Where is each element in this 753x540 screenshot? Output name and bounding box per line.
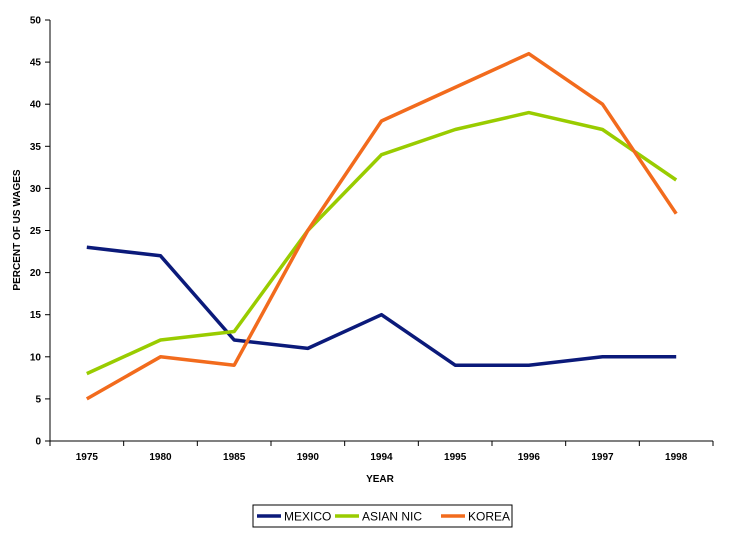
tick-labels: 0 5 10 15 20 25 30 35 40 45 50 1975 1980 1985 1990 1994… <box>30 16 688 464</box>
y-tick-label: 20 <box>30 268 42 279</box>
y-tick-label: 25 <box>30 226 42 237</box>
x-tick-label: 1995 <box>444 452 467 463</box>
y-tick-label: 50 <box>30 16 42 27</box>
x-tick-label: 1994 <box>370 452 393 463</box>
series-line-asian-nic <box>86 110 678 376</box>
x-tick-label: 1997 <box>591 452 614 463</box>
series-lines <box>85 51 678 401</box>
x-tick-label: 1998 <box>665 452 688 463</box>
x-tick-label: 1980 <box>149 452 172 463</box>
x-tick-label: 1975 <box>76 452 99 463</box>
y-tick-label: 35 <box>30 142 42 153</box>
series-line-korea <box>85 51 678 401</box>
legend-label-korea: KOREA <box>468 510 510 524</box>
legend-label-mexico: MEXICO <box>284 510 331 524</box>
axes <box>45 19 714 446</box>
y-tick-label: 0 <box>35 437 41 448</box>
legend-box <box>252 504 513 528</box>
y-tick-label: 45 <box>30 58 42 69</box>
legend-label-asian-nic: ASIAN NIC <box>362 510 422 524</box>
y-axis-label: PERCENT OF US WAGES <box>12 169 23 290</box>
y-tick-label: 10 <box>30 352 42 363</box>
x-tick-label: 1990 <box>297 452 320 463</box>
x-tick-label: 1985 <box>223 452 246 463</box>
y-tick-label: 15 <box>30 310 42 321</box>
series-line-mexico <box>86 245 677 367</box>
y-tick-label: 30 <box>30 184 42 195</box>
x-axis-label: YEAR <box>366 474 395 485</box>
legend: MEXICO ASIAN NIC KOREA <box>252 504 513 528</box>
y-tick-label: 40 <box>30 100 42 111</box>
y-tick-label: 5 <box>35 394 41 405</box>
x-tick-label: 1996 <box>518 452 541 463</box>
